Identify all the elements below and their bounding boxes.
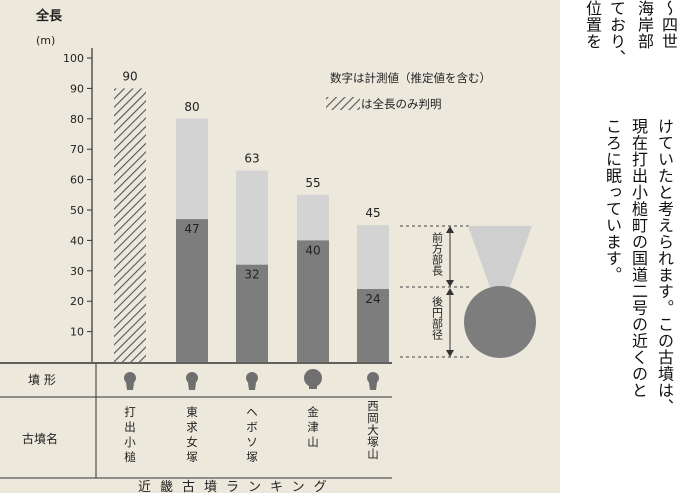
- rear-value-label: 40: [305, 243, 320, 257]
- bar-rear-diameter: [297, 240, 329, 362]
- kofun-name-char: 出: [124, 420, 136, 434]
- rear-value-label: 32: [244, 268, 259, 282]
- legend-front-length: 前方部長: [431, 231, 444, 277]
- text-col-7: ころに眠っています。: [603, 118, 622, 283]
- keyhole-rear-shape: [464, 286, 536, 358]
- kofun-shape-icon: [304, 369, 322, 387]
- kofun-shape-icon: [246, 372, 258, 384]
- text-col-1: ～四世: [659, 0, 678, 50]
- kofun-name-char: ヘ: [246, 405, 258, 419]
- kofun-name-char: 求: [186, 420, 198, 434]
- kofun-shape-front: [309, 386, 317, 389]
- kofun-name-char: 塚: [367, 435, 379, 449]
- bar-rear-diameter: [176, 219, 208, 362]
- kofun-name-char: 山: [367, 447, 379, 461]
- total-value-label: 63: [244, 151, 259, 165]
- kofun-shape-icon: [186, 372, 198, 384]
- text-col-2: 海岸部: [635, 0, 654, 50]
- text-col-3: ており、: [607, 0, 626, 66]
- kofun-name-char: 津: [307, 420, 319, 434]
- keyhole-front-shape: [468, 226, 532, 287]
- y-tick-label: 100: [63, 52, 84, 65]
- y-tick-label: 40: [70, 234, 84, 247]
- legend-note: 数字は計測値（推定値を含む）: [330, 71, 491, 85]
- y-tick-label: 20: [70, 295, 84, 308]
- row-label-name: 古墳名: [22, 431, 58, 446]
- kofun-shape-front: [188, 383, 196, 390]
- total-value-label: 80: [184, 100, 199, 114]
- kofun-name-char: ボ: [246, 420, 258, 434]
- kofun-shape-front: [126, 383, 134, 390]
- y-tick-label: 70: [70, 143, 84, 156]
- y-tick-label: 80: [70, 113, 84, 126]
- legend-hatched: は全長のみ判明: [361, 97, 442, 111]
- row-label-shape: 墳 形: [28, 373, 56, 387]
- legend-hatch-swatch: [326, 97, 360, 110]
- kofun-name-char: 女: [186, 435, 198, 449]
- total-value-label: 90: [122, 69, 137, 83]
- kofun-name-char: 塚: [186, 450, 198, 464]
- kofun-shape-icon: [367, 372, 379, 384]
- y-tick-label: 30: [70, 265, 84, 278]
- shape-legend: 前方部長 後円部径: [400, 225, 536, 358]
- kofun-name-char: 槌: [124, 450, 136, 464]
- text-col-5: けていたと考えられます。この古墳は、: [655, 118, 674, 415]
- kofun-shape-front: [369, 383, 377, 390]
- rear-value-label: 47: [184, 222, 199, 236]
- text-col-4: 位置を: [583, 0, 602, 50]
- y-tick-label: 50: [70, 204, 84, 217]
- kofun-ranking-chart: 全長 (m) 10 20 30 40 50 60 70 80 90 100 90 47 80 32 63 4…: [0, 8, 536, 495]
- kofun-name-char: 岡: [367, 411, 379, 425]
- kofun-name-char: ソ: [246, 435, 258, 449]
- kofun-name-char: 東: [186, 405, 198, 419]
- rear-value-label: 24: [365, 292, 380, 306]
- kofun-name-char: 大: [367, 423, 379, 437]
- kofun-shape-front: [248, 383, 256, 390]
- chart-title: 近畿古墳ランキング: [138, 480, 336, 493]
- kofun-name-char: 塚: [246, 450, 258, 464]
- kofun-name-char: 打: [124, 405, 136, 419]
- kofun-shape-icon: [124, 372, 136, 384]
- total-value-label: 45: [365, 206, 380, 220]
- y-tick-label: 10: [70, 326, 84, 339]
- kofun-name-char: 金: [307, 405, 319, 419]
- bar-rear-diameter: [236, 264, 268, 362]
- y-axis-title: 全長: [35, 8, 63, 24]
- bar-rear-diameter: [357, 289, 389, 362]
- y-tick-label: 60: [70, 174, 84, 187]
- legend-rear-diameter: 後円部径: [431, 295, 444, 340]
- kofun-name-char: 小: [124, 435, 136, 449]
- chart-panel: 全長 (m) 10 20 30 40 50 60 70 80 90 100 90 47 80 32 63 4…: [0, 0, 560, 495]
- kofun-name-char: 山: [307, 435, 319, 449]
- y-axis-unit: (m): [36, 34, 55, 47]
- bar-total-hatched: [114, 88, 146, 363]
- total-value-label: 55: [305, 176, 320, 190]
- kofun-name-char: 西: [367, 399, 379, 413]
- text-col-6: 現在打出小槌町の国道二号の近くのと: [629, 118, 648, 399]
- y-axis: 10 20 30 40 50 60 70 80 90 100: [63, 48, 93, 362]
- y-tick-label: 90: [70, 82, 84, 95]
- bars-group: 90 47 80 32 63 40 55 24 45: [114, 69, 389, 363]
